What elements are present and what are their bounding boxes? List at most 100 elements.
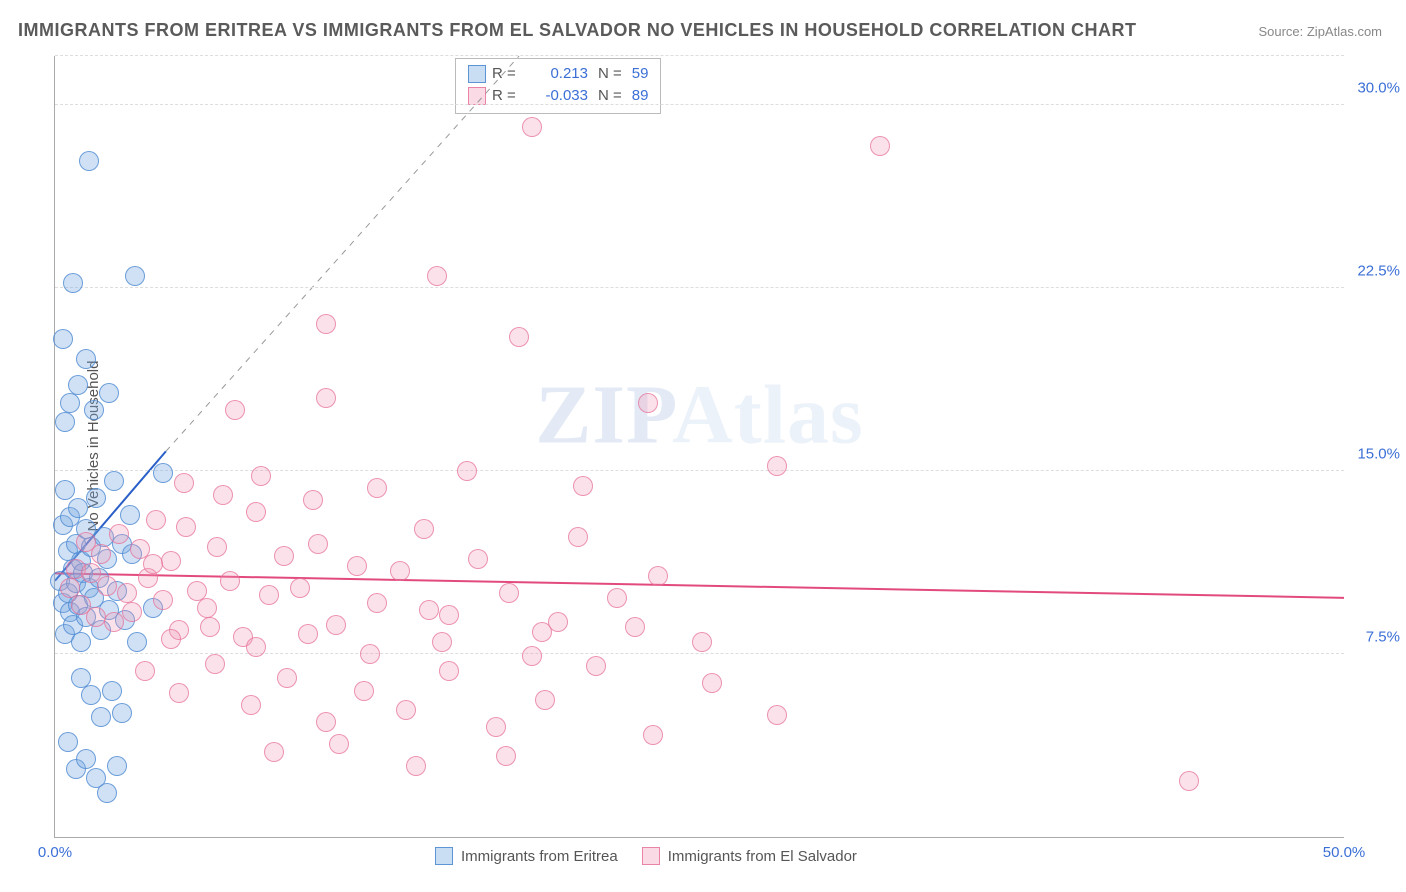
data-point <box>102 681 122 701</box>
data-point <box>241 695 261 715</box>
data-point <box>303 490 323 510</box>
swatch-pink <box>642 847 660 865</box>
data-point <box>329 734 349 754</box>
data-point <box>870 136 890 156</box>
gridline <box>55 470 1344 471</box>
watermark: ZIPAtlas <box>535 367 863 464</box>
scatter-plot: ZIPAtlas R = 0.213 N = 59 R = -0.033 N =… <box>54 56 1344 838</box>
data-point <box>58 732 78 752</box>
data-point <box>146 510 166 530</box>
data-point <box>535 690 555 710</box>
gridline <box>55 287 1344 288</box>
data-point <box>277 668 297 688</box>
data-point <box>174 473 194 493</box>
x-tick-label: 0.0% <box>38 844 72 861</box>
data-point <box>396 700 416 720</box>
data-point <box>522 117 542 137</box>
data-point <box>316 314 336 334</box>
data-point <box>264 742 284 762</box>
data-point <box>143 554 163 574</box>
series-legend: Immigrants from Eritrea Immigrants from … <box>435 847 857 865</box>
data-point <box>367 593 387 613</box>
data-point <box>205 654 225 674</box>
data-point <box>76 749 96 769</box>
data-point <box>638 393 658 413</box>
data-point <box>97 576 117 596</box>
swatch-blue <box>435 847 453 865</box>
data-point <box>153 463 173 483</box>
data-point <box>573 476 593 496</box>
data-point <box>53 329 73 349</box>
data-point <box>522 646 542 666</box>
data-point <box>207 537 227 557</box>
data-point <box>86 488 106 508</box>
data-point <box>76 349 96 369</box>
data-point <box>568 527 588 547</box>
x-tick-label: 50.0% <box>1323 844 1366 861</box>
data-point <box>347 556 367 576</box>
data-point <box>55 412 75 432</box>
data-point <box>71 632 91 652</box>
data-point <box>153 590 173 610</box>
data-point <box>326 615 346 635</box>
data-point <box>161 551 181 571</box>
data-point <box>117 583 137 603</box>
swatch-blue <box>468 65 486 83</box>
data-point <box>55 480 75 500</box>
data-point <box>97 783 117 803</box>
legend-item-elsalvador: Immigrants from El Salvador <box>642 847 857 865</box>
data-point <box>122 602 142 622</box>
data-point <box>767 456 787 476</box>
data-point <box>702 673 722 693</box>
source-label: Source: ZipAtlas.com <box>1258 24 1382 39</box>
data-point <box>112 703 132 723</box>
data-point <box>259 585 279 605</box>
y-tick-label: 15.0% <box>1350 445 1400 462</box>
data-point <box>79 151 99 171</box>
data-point <box>499 583 519 603</box>
data-point <box>81 685 101 705</box>
swatch-pink <box>468 87 486 105</box>
data-point <box>161 629 181 649</box>
data-point <box>99 383 119 403</box>
data-point <box>432 632 452 652</box>
chart-title: IMMIGRANTS FROM ERITREA VS IMMIGRANTS FR… <box>18 20 1137 41</box>
data-point <box>468 549 488 569</box>
data-point <box>125 266 145 286</box>
data-point <box>419 600 439 620</box>
data-point <box>548 612 568 632</box>
data-point <box>406 756 426 776</box>
data-point <box>213 485 233 505</box>
data-point <box>486 717 506 737</box>
data-point <box>225 400 245 420</box>
data-point <box>767 705 787 725</box>
data-point <box>509 327 529 347</box>
data-point <box>586 656 606 676</box>
legend-row-eritrea: R = 0.213 N = 59 <box>468 63 648 85</box>
data-point <box>135 661 155 681</box>
data-point <box>60 393 80 413</box>
data-point <box>120 505 140 525</box>
data-point <box>176 517 196 537</box>
y-tick-label: 7.5% <box>1350 628 1400 645</box>
y-tick-label: 22.5% <box>1350 262 1400 279</box>
data-point <box>86 607 106 627</box>
data-point <box>1179 771 1199 791</box>
data-point <box>427 266 447 286</box>
data-point <box>220 571 240 591</box>
data-point <box>648 566 668 586</box>
data-point <box>251 466 271 486</box>
data-point <box>91 707 111 727</box>
data-point <box>414 519 434 539</box>
data-point <box>63 273 83 293</box>
data-point <box>274 546 294 566</box>
data-point <box>84 400 104 420</box>
data-point <box>68 498 88 518</box>
gridline <box>55 55 1344 56</box>
data-point <box>290 578 310 598</box>
data-point <box>169 683 189 703</box>
data-point <box>607 588 627 608</box>
data-point <box>104 471 124 491</box>
data-point <box>625 617 645 637</box>
data-point <box>91 544 111 564</box>
